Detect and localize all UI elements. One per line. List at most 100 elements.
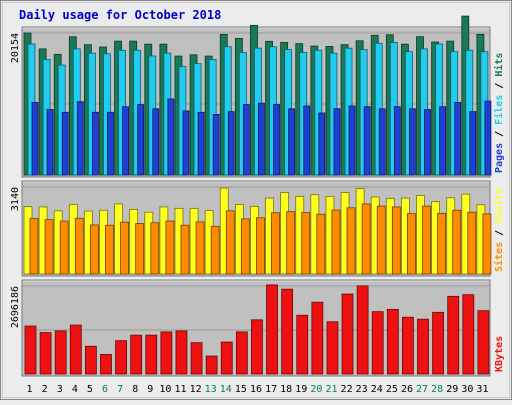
bar-pages-day-3 xyxy=(61,111,69,176)
bar-kbytes-day-27 xyxy=(417,318,429,375)
bar-sites-day-22 xyxy=(346,207,356,275)
bar-pages-day-25 xyxy=(393,106,401,176)
bar-pages-day-11 xyxy=(182,110,190,176)
bar-pages-day-31 xyxy=(484,100,492,176)
bar-pages-day-12 xyxy=(197,111,205,176)
x-tick-label-day-8: 8 xyxy=(132,384,138,395)
bar-pages-day-20 xyxy=(318,112,326,176)
bar-sites-day-3 xyxy=(59,220,69,275)
bar-kbytes-day-25 xyxy=(386,308,399,375)
bar-pages-day-27 xyxy=(424,109,431,176)
panel-kbytes: 2696186 KBytes xyxy=(10,279,505,377)
x-axis-labels: 1 2 3 4 5 6 7 8 9 10 11 12 13 14 15 16 17 18 19 20 21 22 23 24 2… xyxy=(27,384,489,395)
bar-sites-day-31 xyxy=(482,213,492,275)
bar-kbytes-day-20 xyxy=(311,301,324,375)
bar-kbytes-day-24 xyxy=(371,311,384,375)
bar-kbytes-day-6 xyxy=(100,354,112,375)
bar-pages-day-24 xyxy=(378,108,386,176)
bar-sites-day-4 xyxy=(74,217,84,275)
bar-kbytes-day-8 xyxy=(130,334,143,375)
series-legend-hits-files-pages: Pages / Files / Hits xyxy=(493,53,505,173)
series-legend-visits-sites: Sites / Visits xyxy=(493,188,505,272)
bar-pages-day-5 xyxy=(91,111,99,176)
bar-kbytes-day-4 xyxy=(69,324,82,375)
bar-pages-day-18 xyxy=(288,108,296,176)
x-tick-label-day-18: 18 xyxy=(280,384,292,395)
bar-kbytes-day-23 xyxy=(356,285,369,375)
bar-kbytes-day-26 xyxy=(402,316,414,375)
bar-pages-day-2 xyxy=(46,109,54,176)
x-tick-label-day-5: 5 xyxy=(87,384,93,395)
legend-part-2: Files xyxy=(493,95,505,125)
bar-sites-day-30 xyxy=(467,211,477,275)
x-tick-label-day-29: 29 xyxy=(446,384,458,395)
bar-sites-day-29 xyxy=(452,209,462,275)
x-tick-label-day-28: 28 xyxy=(431,384,443,395)
bar-kbytes-day-31 xyxy=(477,310,490,375)
bar-kbytes-day-9 xyxy=(145,334,158,375)
bar-sites-day-17 xyxy=(271,212,280,275)
bar-sites-day-25 xyxy=(391,206,401,275)
bar-pages-day-9 xyxy=(152,108,160,176)
bar-sites-day-27 xyxy=(422,205,431,275)
bar-kbytes-day-13 xyxy=(205,355,218,375)
bar-kbytes-day-17 xyxy=(266,284,278,375)
bar-pages-day-26 xyxy=(409,108,416,176)
legend-part-0: Pages xyxy=(494,143,505,173)
x-tick-label-day-21: 21 xyxy=(325,384,337,395)
bar-pages-day-28 xyxy=(439,106,447,176)
bar-kbytes-day-18 xyxy=(281,288,294,375)
panel-hits-files-pages: 20154 Pages / Files / Hits xyxy=(10,15,505,178)
bar-pages-day-7 xyxy=(122,106,129,176)
bar-kbytes-day-12 xyxy=(190,342,203,375)
chart-title: Daily usage for October 2018 xyxy=(19,8,221,22)
bar-sites-day-10 xyxy=(165,220,175,275)
bar-kbytes-day-11 xyxy=(175,330,188,375)
bar-sites-day-11 xyxy=(180,224,190,275)
bar-sites-day-26 xyxy=(407,213,416,275)
bar-kbytes-day-28 xyxy=(432,311,445,375)
bar-pages-day-15 xyxy=(242,104,250,176)
x-tick-label-day-15: 15 xyxy=(235,384,247,395)
x-tick-label-day-20: 20 xyxy=(310,384,322,395)
bar-pages-day-30 xyxy=(469,111,477,176)
bar-pages-day-8 xyxy=(137,104,145,176)
bar-sites-day-18 xyxy=(286,211,296,275)
bar-sites-day-28 xyxy=(437,212,447,275)
bar-sites-day-14 xyxy=(225,210,235,275)
bar-kbytes-day-21 xyxy=(326,321,339,375)
bar-sites-day-1 xyxy=(29,217,39,275)
bar-kbytes-day-5 xyxy=(84,345,97,375)
x-tick-label-day-24: 24 xyxy=(371,384,383,395)
bar-kbytes-day-10 xyxy=(160,331,173,375)
bar-sites-day-23 xyxy=(361,203,371,275)
legend-part-1: / xyxy=(494,224,505,242)
bar-sites-day-7 xyxy=(120,221,129,275)
bar-pages-day-22 xyxy=(348,105,356,176)
legend-part-2: Visits xyxy=(493,188,505,224)
legend-part-0: KBytes xyxy=(494,336,505,372)
bar-kbytes-day-2 xyxy=(39,332,52,375)
legend-part-3: / xyxy=(494,77,505,95)
x-tick-label-day-9: 9 xyxy=(147,384,153,395)
x-tick-label-day-23: 23 xyxy=(356,384,368,395)
bar-pages-day-19 xyxy=(303,105,311,176)
x-tick-label-day-26: 26 xyxy=(401,384,413,395)
bar-kbytes-day-14 xyxy=(220,341,233,375)
outer-frame-inner xyxy=(2,2,510,398)
x-tick-label-day-1: 1 xyxy=(27,384,33,395)
bar-pages-day-10 xyxy=(167,98,175,176)
panel-visits-sites: 3140 Sites / Visits xyxy=(10,180,505,277)
bar-pages-day-1 xyxy=(31,102,39,176)
bar-sites-day-15 xyxy=(240,218,250,275)
x-tick-label-day-3: 3 xyxy=(57,384,63,395)
x-tick-label-day-4: 4 xyxy=(72,384,78,395)
bar-sites-day-12 xyxy=(195,221,205,275)
bar-sites-day-5 xyxy=(89,224,99,275)
bar-sites-day-19 xyxy=(301,212,311,275)
x-tick-label-day-10: 10 xyxy=(159,384,171,395)
legend-part-1: / xyxy=(494,125,505,143)
x-tick-label-day-14: 14 xyxy=(220,384,232,395)
bar-kbytes-day-15 xyxy=(235,331,248,375)
